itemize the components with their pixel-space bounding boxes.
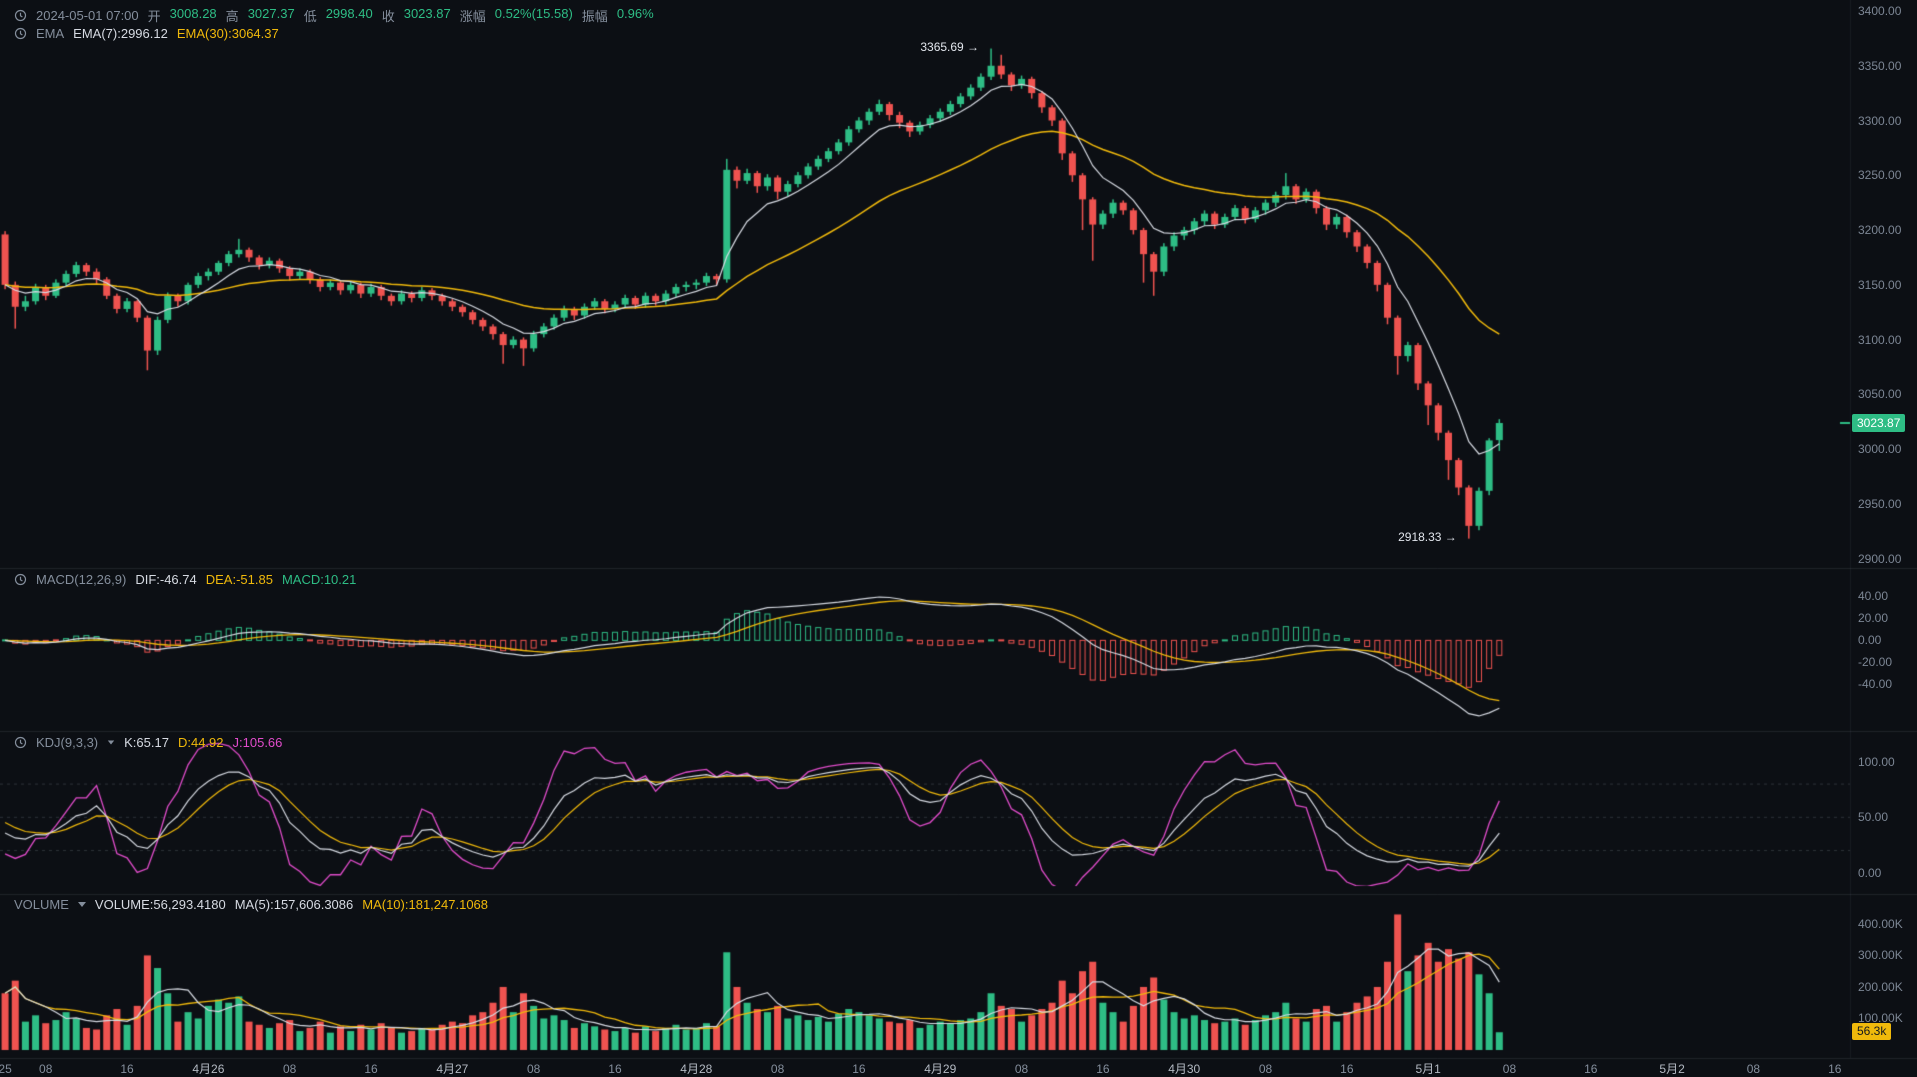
time-axis-label: 16	[852, 1062, 866, 1076]
ohlc-field-value: 3027.37	[247, 6, 295, 21]
macd-header: MACD(12,26,9) DIF:-46.74 DEA:-51.85 MACD…	[14, 572, 356, 587]
time-axis-label: 08	[1014, 1062, 1029, 1076]
ema-title[interactable]: EMA	[36, 26, 65, 41]
price-axis-label: 3050.00	[1858, 387, 1902, 402]
macd-axis-label: 0.00	[1858, 633, 1882, 648]
last-volume-tag: 56.3k	[1852, 1023, 1892, 1041]
time-axis-label: 5月1	[1415, 1062, 1441, 1076]
time-axis-label: 4月26	[192, 1062, 225, 1076]
high-price-annotation: 3365.69 →	[920, 39, 980, 54]
ohlc-field-label: 涨幅	[459, 9, 486, 24]
time-axis-label: 08	[283, 1062, 297, 1076]
ohlc-field-label: 低	[303, 9, 317, 24]
time-axis-label: 16	[364, 1062, 378, 1076]
chevron-down-icon[interactable]	[107, 740, 115, 745]
ohlc-field-label: 收	[381, 9, 395, 24]
volume-axis-label: 100.00K	[1858, 1011, 1903, 1026]
macd-dea-value: DEA:-51.85	[205, 572, 273, 587]
price-axis-label: 3300.00	[1858, 113, 1902, 128]
kdj-header: KDJ(9,3,3) K:65.17 D:44.92 J:105.66	[14, 735, 282, 750]
time-axis-label: 16	[120, 1062, 134, 1076]
time-axis-label: 16	[1828, 1062, 1842, 1076]
time-axis-label: 4月27	[436, 1062, 469, 1076]
kdj-k-value: K:65.17	[124, 735, 169, 750]
time-axis-label: 25	[0, 1062, 12, 1076]
time-axis-label: 08	[1258, 1062, 1273, 1076]
volume-value: VOLUME:56,293.4180	[94, 897, 226, 912]
macd-axis-label: 20.00	[1858, 611, 1889, 626]
kdj-d-value: D:44.92	[177, 735, 224, 750]
price-axis-label: 3000.00	[1858, 442, 1902, 457]
time-axis-label: 4月29	[924, 1062, 957, 1076]
time-axis-label: 08	[1502, 1062, 1517, 1076]
price-axis-label: 3100.00	[1858, 332, 1902, 347]
ema30-value: EMA(30):3064.37	[176, 26, 279, 41]
volume-dropdown-icon[interactable]	[77, 902, 86, 907]
macd-hist-value: MACD:10.21	[281, 572, 357, 587]
price-axis-label: 3350.00	[1858, 58, 1902, 73]
time-axis-label: 16	[1340, 1062, 1354, 1076]
low-price-annotation: 2918.33 →	[1398, 529, 1457, 544]
alert-icon[interactable]	[14, 736, 27, 749]
ohlc-field-label: 高	[225, 9, 239, 24]
ema-header: EMA EMA(7):2996.12 EMA(30):3064.37	[14, 26, 279, 41]
ohlc-fields: 开 3008.28 高 3027.37 低 2998.40 收 3023.87 涨幅 0.52%(…	[148, 6, 654, 25]
volume-axis-label: 300.00K	[1858, 948, 1903, 963]
time-axis-label: 08	[526, 1062, 541, 1076]
time-axis-label: 16	[608, 1062, 622, 1076]
volume-axis-label: 400.00K	[1858, 916, 1903, 931]
ohlc-field-label: 振幅	[581, 9, 608, 24]
ohlc-field-value: 0.96%	[616, 6, 654, 21]
ohlc-field-value: 3008.28	[169, 6, 217, 21]
ohlc-field-value: 3023.87	[403, 6, 451, 21]
kdj-axis-label: 50.00	[1858, 810, 1889, 825]
ohlc-field-value: 2998.40	[325, 6, 373, 21]
volume-axis-label: 200.00K	[1858, 979, 1903, 994]
volume-header: VOLUME VOLUME:56,293.4180 MA(5):157,606.…	[14, 897, 488, 912]
macd-title[interactable]: MACD(12,26,9)	[36, 572, 127, 587]
price-axis-label: 3400.00	[1858, 3, 1902, 18]
alert-icon[interactable]	[14, 27, 27, 40]
macd-axis-label: -20.00	[1858, 655, 1893, 670]
time-axis-label: 4月28	[680, 1062, 713, 1076]
price-axis-label: 3250.00	[1858, 168, 1902, 183]
kdj-axis-label: 0.00	[1858, 865, 1882, 880]
ohlc-header: 2024-05-01 07:00 开 3008.28 高 3027.37 低 2998.4…	[14, 6, 654, 25]
time-axis-label: 08	[770, 1062, 785, 1076]
macd-axis-label: 40.00	[1858, 589, 1889, 604]
candle-time: 2024-05-01 07:00	[36, 8, 139, 23]
volume-title[interactable]: VOLUME	[14, 897, 69, 912]
time-axis-label: 16	[1096, 1062, 1110, 1076]
kdj-j-value: J:105.66	[232, 735, 283, 750]
macd-dif-value: DIF:-46.74	[135, 572, 197, 587]
time-axis-label: 4月30	[1168, 1062, 1201, 1076]
alert-icon[interactable]	[14, 573, 27, 586]
time-axis-label: 08	[1746, 1062, 1761, 1076]
ohlc-field-label: 开	[147, 9, 161, 24]
time-axis-label: 16	[1584, 1062, 1598, 1076]
price-axis-label: 3150.00	[1858, 277, 1902, 292]
price-axis-label: 2950.00	[1858, 496, 1902, 511]
price-axis-label: 3200.00	[1858, 223, 1902, 238]
volume-ma10-value: MA(10):181,247.1068	[362, 897, 489, 912]
price-axis-label: 2900.00	[1858, 551, 1902, 566]
alert-icon[interactable]	[14, 9, 27, 22]
last-price-tag: 3023.87	[1852, 414, 1906, 432]
macd-axis-label: -40.00	[1858, 677, 1893, 692]
time-axis-label: 08	[39, 1062, 53, 1076]
time-axis-label: 5月2	[1659, 1062, 1685, 1076]
kdj-title[interactable]: KDJ(9,3,3)	[36, 735, 99, 750]
ema7-value: EMA(7):2996.12	[73, 26, 168, 41]
kdj-axis-label: 100.00	[1858, 754, 1895, 769]
volume-ma5-value: MA(5):157,606.3086	[234, 897, 354, 912]
ohlc-field-value: 0.52%(15.58)	[494, 6, 573, 21]
